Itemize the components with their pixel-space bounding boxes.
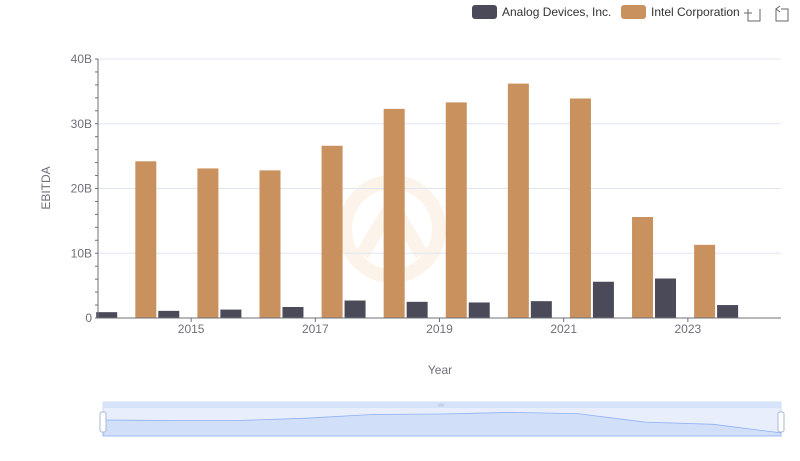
bar-intel-2019[interactable] [445, 102, 467, 318]
bar-analog-devices-2023[interactable] [655, 278, 677, 318]
bar-analog-devices-2020[interactable] [468, 302, 490, 318]
bar-intel-2017[interactable] [321, 145, 343, 318]
bar-analog-devices-2019[interactable] [406, 301, 428, 318]
y-tick-label: 30B [71, 117, 92, 131]
data-zoom-left-handle[interactable] [99, 411, 107, 433]
legend-label-intel: Intel Corporation [651, 5, 740, 19]
y-tick-label: 20B [71, 182, 92, 196]
bar-intel-2014[interactable] [135, 161, 157, 318]
x-axis-title: Year [428, 363, 452, 377]
bar-analog-devices-2015[interactable] [158, 310, 180, 318]
bar-analog-devices-2017[interactable] [282, 306, 304, 318]
axes: 0 10B 20B 30B 40B 2015 2017 2019 2021 2023 [71, 52, 781, 336]
legend-label-analog-devices: Analog Devices, Inc. [502, 5, 611, 19]
y-tick-label: 10B [71, 246, 92, 260]
x-tick-label: 2023 [675, 322, 702, 336]
bar-analog-devices-2016[interactable] [220, 309, 242, 318]
bar-analog-devices-2014[interactable] [96, 312, 118, 318]
bars [96, 83, 739, 318]
y-tick-label: 40B [71, 52, 92, 66]
zoom-icon[interactable] [744, 9, 761, 22]
bar-intel-2021[interactable] [569, 98, 591, 318]
bar-intel-2018[interactable] [383, 108, 405, 318]
x-tick-label: 2021 [550, 322, 577, 336]
bar-analog-devices-2018[interactable] [344, 300, 366, 318]
bar-intel-2023[interactable] [694, 244, 716, 318]
legend: Analog Devices, Inc. Intel Corporation [472, 5, 740, 19]
data-zoom-top-bar [103, 402, 781, 408]
data-zoom-grip-icon [438, 403, 444, 407]
x-tick-label: 2017 [302, 322, 329, 336]
bar-analog-devices-2021[interactable] [530, 301, 552, 318]
y-axis-title: EBITDA [39, 166, 53, 209]
data-zoom-slider[interactable] [99, 401, 785, 437]
bar-intel-2016[interactable] [259, 170, 281, 318]
legend-swatch-intel [621, 5, 646, 19]
data-zoom-preview-area [102, 411, 782, 437]
legend-item-analog-devices[interactable]: Analog Devices, Inc. [472, 5, 611, 19]
legend-item-intel[interactable]: Intel Corporation [621, 5, 740, 19]
bar-analog-devices-2022[interactable] [592, 281, 614, 318]
bar-intel-2022[interactable] [632, 216, 654, 318]
legend-swatch-analog-devices [472, 5, 497, 19]
bar-analog-devices-2024[interactable] [717, 305, 739, 318]
restore-icon[interactable] [775, 5, 789, 22]
y-tick-label: 0 [85, 311, 92, 325]
bar-intel-2020[interactable] [507, 83, 529, 318]
x-tick-label: 2019 [426, 322, 453, 336]
data-zoom-right-handle[interactable] [777, 411, 785, 433]
x-tick-label: 2015 [178, 322, 205, 336]
bar-intel-2015[interactable] [197, 168, 219, 318]
